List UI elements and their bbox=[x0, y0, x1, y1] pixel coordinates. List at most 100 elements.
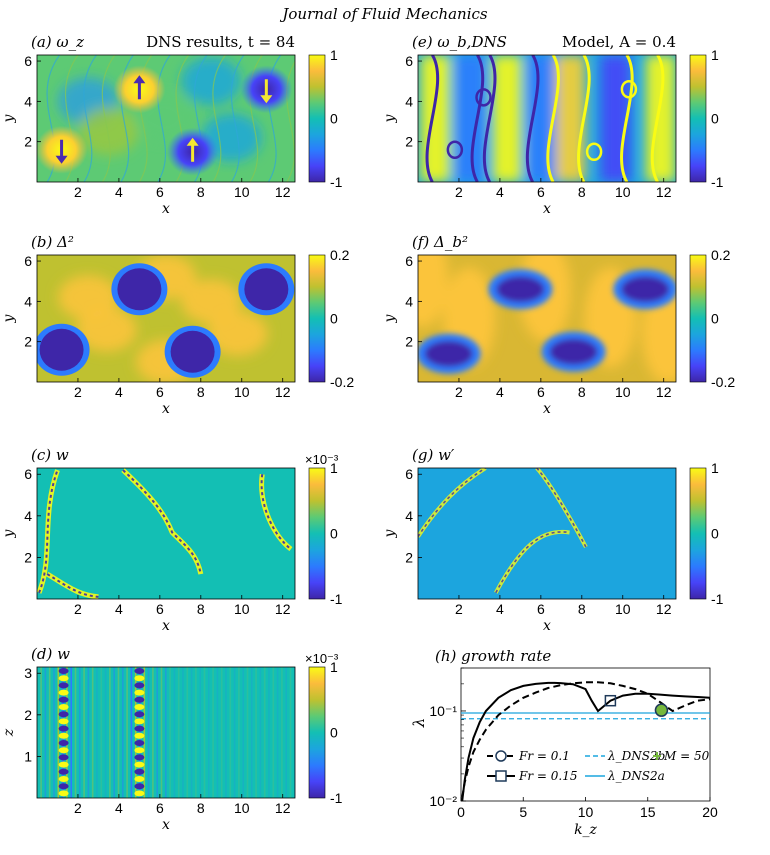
panel-label: (g) w′ bbox=[412, 446, 455, 464]
y-tick-label: 4 bbox=[24, 93, 32, 109]
panel-label: (e) ω_b,DNS bbox=[412, 33, 507, 51]
wave-column bbox=[134, 768, 145, 775]
y-tick-label: 2 bbox=[24, 707, 32, 723]
y-tick-label: 2 bbox=[405, 549, 413, 565]
wave-column bbox=[134, 675, 145, 682]
y-tick-label: 6 bbox=[24, 466, 32, 482]
panel-label: (b) Δ² bbox=[31, 233, 74, 251]
legend-entry: M = 50 bbox=[663, 749, 710, 763]
vortex-core bbox=[549, 338, 598, 365]
x-tick-label: 12 bbox=[656, 184, 672, 200]
colorbar-tick-label: -0.2 bbox=[330, 374, 354, 390]
colorbar-tick-label: -1 bbox=[330, 174, 343, 190]
x-tick-label: 8 bbox=[197, 384, 205, 400]
y-tick-label: 6 bbox=[24, 253, 32, 269]
y-tick-label: 6 bbox=[405, 253, 413, 269]
colorbar-tick-label: 0 bbox=[330, 111, 338, 127]
field-delta bbox=[37, 255, 295, 382]
x-tick-label: 2 bbox=[455, 184, 463, 200]
colorbar-tick-label: 0.2 bbox=[330, 247, 350, 263]
x-tick-label: 12 bbox=[656, 384, 672, 400]
colorbar bbox=[689, 54, 707, 183]
y-tick-label: 4 bbox=[405, 508, 413, 524]
field-model bbox=[418, 55, 676, 182]
y-tick-label: 4 bbox=[24, 508, 32, 524]
x-tick-label: 5 bbox=[519, 804, 527, 820]
wave-column bbox=[58, 783, 69, 790]
wave-column bbox=[58, 704, 69, 710]
y-axis-label: y bbox=[1, 528, 17, 538]
x-axis-label: x bbox=[543, 401, 551, 417]
colorbar-tick-label: 0 bbox=[330, 311, 338, 327]
wave-column bbox=[58, 761, 69, 768]
colorbar-tick-label: -1 bbox=[330, 790, 343, 806]
wave-column bbox=[58, 768, 69, 775]
y-tick-label: 2 bbox=[24, 334, 32, 350]
streamline bbox=[470, 55, 485, 182]
x-axis-label: x bbox=[162, 201, 170, 217]
y-tick-label: 4 bbox=[24, 293, 32, 309]
colorbar-exponent: ×10⁻³ bbox=[305, 452, 339, 467]
axes-frame bbox=[417, 254, 677, 383]
wave-column bbox=[58, 696, 69, 703]
legend-entry: Fr = 0.1 bbox=[518, 749, 570, 763]
x-tick-label: 10 bbox=[234, 800, 250, 816]
journal-header: Journal of Fluid Mechanics bbox=[279, 5, 488, 23]
wave-column bbox=[134, 718, 145, 725]
y-tick-label: 6 bbox=[405, 466, 413, 482]
colorbar-tick-label: 0 bbox=[711, 111, 719, 127]
colorbar bbox=[308, 254, 326, 383]
axes-frame bbox=[36, 467, 296, 600]
colorbar bbox=[689, 254, 707, 383]
y-tick-label: 4 bbox=[405, 293, 413, 309]
y-tick-label: 10⁻¹ bbox=[429, 703, 457, 719]
colorbar-tick-label: 0 bbox=[330, 725, 338, 741]
x-tick-label: 12 bbox=[656, 601, 672, 617]
x-tick-label: 2 bbox=[455, 601, 463, 617]
colorbar-tick-label: 1 bbox=[330, 460, 338, 476]
x-tick-label: 4 bbox=[115, 184, 123, 200]
y-axis-label: y bbox=[1, 313, 17, 323]
wave-column bbox=[58, 732, 69, 739]
x-tick-label: 4 bbox=[115, 384, 123, 400]
x-tick-label: 2 bbox=[74, 800, 82, 816]
x-tick-label: 2 bbox=[74, 384, 82, 400]
wave-column bbox=[58, 711, 69, 718]
wave-column bbox=[58, 790, 69, 797]
streamline bbox=[525, 55, 540, 182]
x-tick-label: 8 bbox=[197, 601, 205, 617]
marker-square bbox=[604, 694, 617, 707]
vortex-core bbox=[496, 276, 545, 303]
x-tick-label: 10 bbox=[234, 384, 250, 400]
x-tick-label: 20 bbox=[702, 804, 718, 820]
vortex-core bbox=[621, 276, 670, 303]
streamline bbox=[577, 55, 591, 182]
wave-column bbox=[58, 718, 69, 725]
x-tick-label: 10 bbox=[615, 184, 631, 200]
wave-column bbox=[134, 668, 145, 674]
field-wprime bbox=[418, 468, 676, 599]
colorbar-tick-label: 0.2 bbox=[711, 247, 731, 263]
y-axis-label: y bbox=[382, 113, 398, 123]
closed-contour bbox=[620, 80, 638, 99]
colorbar bbox=[308, 54, 326, 183]
wave-column bbox=[58, 689, 69, 696]
colorbar bbox=[308, 467, 326, 600]
legend: Fr = 0.1 Fr = 0.15 λ_DNS2b λ_DNS2a M = 50 bbox=[483, 744, 710, 788]
x-tick-label: 12 bbox=[275, 601, 291, 617]
panel-label: (c) w bbox=[31, 446, 69, 464]
axes-frame bbox=[417, 467, 677, 600]
axes-frame bbox=[417, 54, 677, 183]
closed-contour bbox=[585, 142, 603, 162]
y-tick-label: 2 bbox=[24, 549, 32, 565]
x-tick-label: 10 bbox=[234, 184, 250, 200]
y-axis-label: y bbox=[382, 528, 398, 538]
y-axis-label: z bbox=[1, 728, 17, 737]
field-vertical bbox=[37, 667, 295, 798]
wave-column bbox=[134, 696, 145, 703]
